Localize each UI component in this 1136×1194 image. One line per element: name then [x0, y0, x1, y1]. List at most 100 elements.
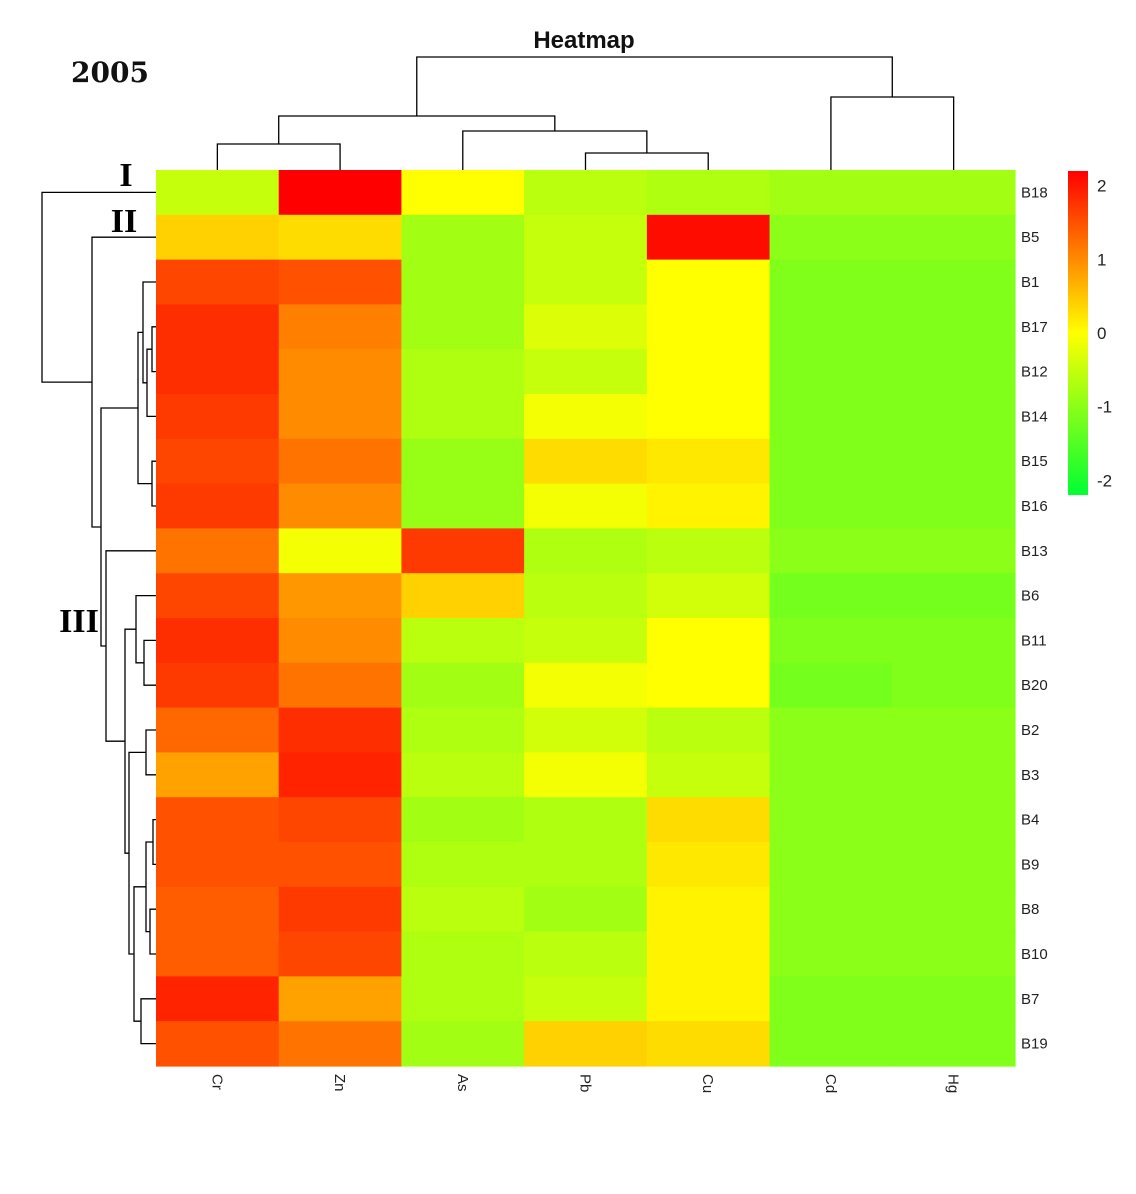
dendrogram-link — [584, 152, 709, 170]
row-label: B10 — [1021, 946, 1048, 963]
heatmap-cell-B13-Zn — [278, 528, 403, 574]
row-label: B6 — [1021, 588, 1039, 605]
heatmap-cell-B1-Zn — [278, 259, 403, 305]
heatmap-cell-B12-Pb — [524, 349, 648, 395]
heatmap-cell-B5-Pb — [524, 214, 648, 261]
heatmap-cell-B3-Zn — [278, 752, 403, 798]
heatmap-cell-B2-Cr — [156, 707, 280, 753]
column-label: Hg — [945, 1074, 962, 1093]
heatmap-cell-B10-Hg — [892, 931, 1016, 977]
heatmap-cell-B9-Cr — [156, 842, 280, 888]
heatmap-cell-B10-Cu — [646, 931, 771, 977]
heatmap-cell-B9-Cd — [769, 842, 893, 888]
heatmap-cell-B8-As — [401, 886, 525, 933]
heatmap-cell-B20-Zn — [278, 662, 403, 709]
heatmap-cell-B4-Cr — [156, 797, 280, 843]
dendrogram-link — [462, 130, 648, 170]
row-label: B18 — [1021, 184, 1048, 201]
heatmap-cell-B5-Zn — [278, 214, 403, 261]
heatmap-cell-B6-Cu — [646, 573, 771, 619]
heatmap-cell-B16-Cr — [156, 483, 280, 529]
heatmap-cell-B3-As — [401, 752, 525, 798]
row-label: B1 — [1021, 274, 1039, 291]
heatmap-cell-B5-Cr — [156, 214, 280, 261]
row-label: B8 — [1021, 901, 1039, 918]
heatmap-cell-B17-Cu — [646, 304, 771, 350]
heatmap-cell-B10-Cr — [156, 931, 280, 977]
year-label: 2005 — [71, 56, 149, 89]
dendrogram-link — [152, 818, 156, 866]
column-label: Cr — [208, 1074, 225, 1090]
heatmap-cell-B20-As — [401, 662, 525, 709]
color-key-tick: -2 — [1097, 471, 1112, 490]
heatmap-cell-B19-As — [401, 1021, 525, 1067]
dendrogram-link — [151, 460, 156, 507]
heatmap-cell-B20-Hg — [892, 662, 1016, 709]
heatmap-cell-B3-Pb — [524, 752, 648, 798]
chart-title: Heatmap — [533, 27, 634, 54]
heatmap-cell-B14-As — [401, 394, 525, 440]
row-label: B11 — [1021, 632, 1047, 649]
heatmap-cell-B17-Zn — [278, 304, 403, 350]
heatmap-cell-B10-Zn — [278, 931, 403, 977]
heatmap-cell-B15-Hg — [892, 438, 1016, 485]
heatmap-cell-B12-Zn — [278, 349, 403, 395]
heatmap-cell-B1-Pb — [524, 259, 648, 305]
column-dendrogram — [216, 56, 955, 170]
heatmap-cell-B8-Cu — [646, 886, 771, 933]
heatmap-cell-B1-Cr — [156, 259, 280, 305]
heatmap-cell-B2-Pb — [524, 707, 648, 753]
heatmap-cell-B5-Hg — [892, 214, 1016, 261]
heatmap-cell-B17-Hg — [892, 304, 1016, 350]
heatmap-cell-B6-Cd — [769, 573, 893, 619]
heatmap-cell-B4-Hg — [892, 797, 1016, 843]
heatmap-cell-B16-Cu — [646, 483, 771, 529]
row-label: B20 — [1021, 677, 1048, 694]
heatmap-cell-B12-Cd — [769, 349, 893, 395]
heatmap-cell-B18-Cu — [646, 170, 771, 216]
row-label: B3 — [1021, 767, 1039, 784]
row-label: B16 — [1021, 498, 1048, 515]
heatmap-cell-B1-Cd — [769, 259, 893, 305]
heatmap-cell-B12-Hg — [892, 349, 1016, 395]
heatmap-cell-B2-Hg — [892, 707, 1016, 753]
heatmap-cell-B6-Cr — [156, 573, 280, 619]
heatmap-cell-B9-Cu — [646, 842, 771, 888]
column-label: Cu — [699, 1074, 716, 1093]
dendrogram-link — [145, 729, 156, 776]
heatmap-cell-B18-Hg — [892, 170, 1016, 216]
heatmap-cell-B10-As — [401, 931, 525, 977]
heatmap-cell-B12-Cu — [646, 349, 771, 395]
dendrogram-link — [143, 639, 156, 686]
column-label: As — [454, 1074, 471, 1092]
heatmap-cell-B13-Pb — [524, 528, 648, 574]
heatmap-cell-B13-Cd — [769, 528, 893, 574]
cluster-label-3: III — [59, 603, 99, 640]
heatmap-cell-B19-Cd — [769, 1021, 893, 1067]
heatmap-cell-B18-As — [401, 170, 525, 216]
heatmap-cell-B17-As — [401, 304, 525, 350]
heatmap-cell-B8-Zn — [278, 886, 403, 933]
heatmap-cell-B11-Pb — [524, 618, 648, 664]
heatmap-cell-B16-Hg — [892, 483, 1016, 529]
row-label: B15 — [1021, 453, 1048, 470]
column-label: Pb — [577, 1074, 594, 1092]
heatmap-cell-B1-Cu — [646, 259, 771, 305]
row-label: B17 — [1021, 319, 1048, 336]
heatmap-cell-B18-Pb — [524, 170, 648, 216]
dendrogram-link — [416, 56, 893, 116]
heatmap-cell-B5-Cu — [646, 214, 771, 261]
heatmap-cell-B6-As — [401, 573, 525, 619]
heatmap-cell-B7-Hg — [892, 976, 1016, 1022]
heatmap-cell-B9-Zn — [278, 842, 403, 888]
heatmap-cell-B14-Cr — [156, 394, 280, 440]
heatmap-cell-B7-Cu — [646, 976, 771, 1022]
dendrogram-link — [133, 886, 146, 1022]
row-label: B14 — [1021, 408, 1048, 425]
heatmap-cell-B10-Pb — [524, 931, 648, 977]
heatmap-cells — [156, 170, 1016, 1067]
color-key-tick: -1 — [1097, 398, 1112, 417]
heatmap-cell-B16-Cd — [769, 483, 893, 529]
